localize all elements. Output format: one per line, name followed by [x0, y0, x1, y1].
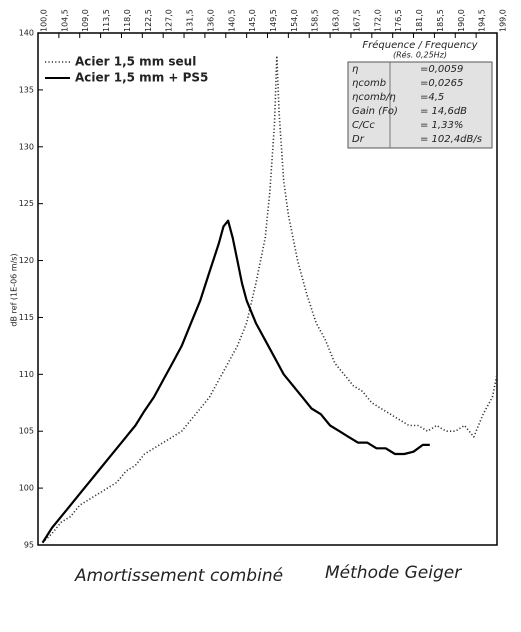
- x-tick-label: 163,0: [332, 9, 341, 32]
- x-tick-label: 172,0: [373, 9, 382, 32]
- y-tick-label: 115: [19, 313, 34, 322]
- caption-left: Amortissement combiné: [74, 566, 283, 586]
- info-value: =0,0265: [420, 78, 463, 89]
- caption-right: Méthode Geiger: [325, 563, 462, 583]
- series-line: [42, 55, 498, 544]
- info-label: ηcomb: [352, 78, 386, 89]
- x-tick-label: 104,5: [60, 9, 69, 32]
- x-tick-label: 109,0: [81, 9, 90, 32]
- y-tick-label: 100: [19, 484, 34, 493]
- info-label: Dr: [352, 134, 365, 145]
- y-tick-label: 135: [19, 85, 34, 94]
- x-tick-label: 194,5: [478, 9, 487, 32]
- x-tick-label: 100,0: [40, 9, 49, 32]
- info-value: = 1,33%: [420, 120, 463, 131]
- y-tick-label: 105: [19, 427, 34, 436]
- info-label: Gain (Fo): [352, 106, 398, 117]
- info-box: [347, 61, 493, 149]
- x-tick-label: 140,5: [227, 9, 236, 32]
- info-label: ηcomb/η: [352, 92, 396, 103]
- x-tick-label: 131,5: [186, 9, 195, 32]
- x-tick-label: 154,0: [290, 9, 299, 32]
- y-tick-label: 130: [19, 142, 34, 151]
- series-line: [41, 219, 430, 544]
- info-value: = 102,4dB/s: [420, 134, 482, 145]
- x-tick-label: 176,5: [394, 9, 403, 32]
- x-tick-label: 181,0: [415, 9, 424, 32]
- info-subheader: (Rés. 0,25Hz): [393, 50, 447, 60]
- legend-label: Acier 1,5 mm seul: [75, 55, 196, 69]
- y-tick-label: 140: [19, 29, 34, 38]
- info-header: Fréquence / Frequency: [362, 39, 478, 51]
- y-axis-label: dB ref (1E-06 m/s): [10, 253, 19, 326]
- y-tick-label: 125: [19, 199, 34, 208]
- x-tick-label: 158,5: [311, 9, 320, 32]
- info-value: =4,5: [420, 92, 444, 103]
- x-tick-label: 199,0: [499, 9, 508, 32]
- x-tick-label: 167,5: [352, 9, 361, 32]
- info-label: η: [352, 64, 358, 75]
- info-value: =0,0059: [420, 64, 463, 75]
- x-tick-label: 185,5: [436, 9, 445, 32]
- y-tick-label: 110: [19, 370, 34, 379]
- x-tick-label: 113,5: [102, 9, 111, 32]
- x-tick-label: 122,5: [144, 9, 153, 32]
- x-tick-label: 145,0: [248, 9, 257, 32]
- info-value: = 14,6dB: [420, 106, 467, 117]
- legend-label: Acier 1,5 mm + PS5: [75, 71, 208, 85]
- x-tick-label: 190,0: [457, 9, 466, 32]
- x-tick-label: 136,0: [206, 9, 215, 32]
- x-tick-label: 127,0: [165, 9, 174, 32]
- y-tick-label: 95: [24, 541, 34, 550]
- x-tick-label: 149,5: [269, 9, 278, 32]
- info-label: C/Cc: [352, 120, 375, 131]
- x-tick-label: 118,0: [123, 9, 132, 32]
- y-tick-label: 120: [19, 256, 34, 265]
